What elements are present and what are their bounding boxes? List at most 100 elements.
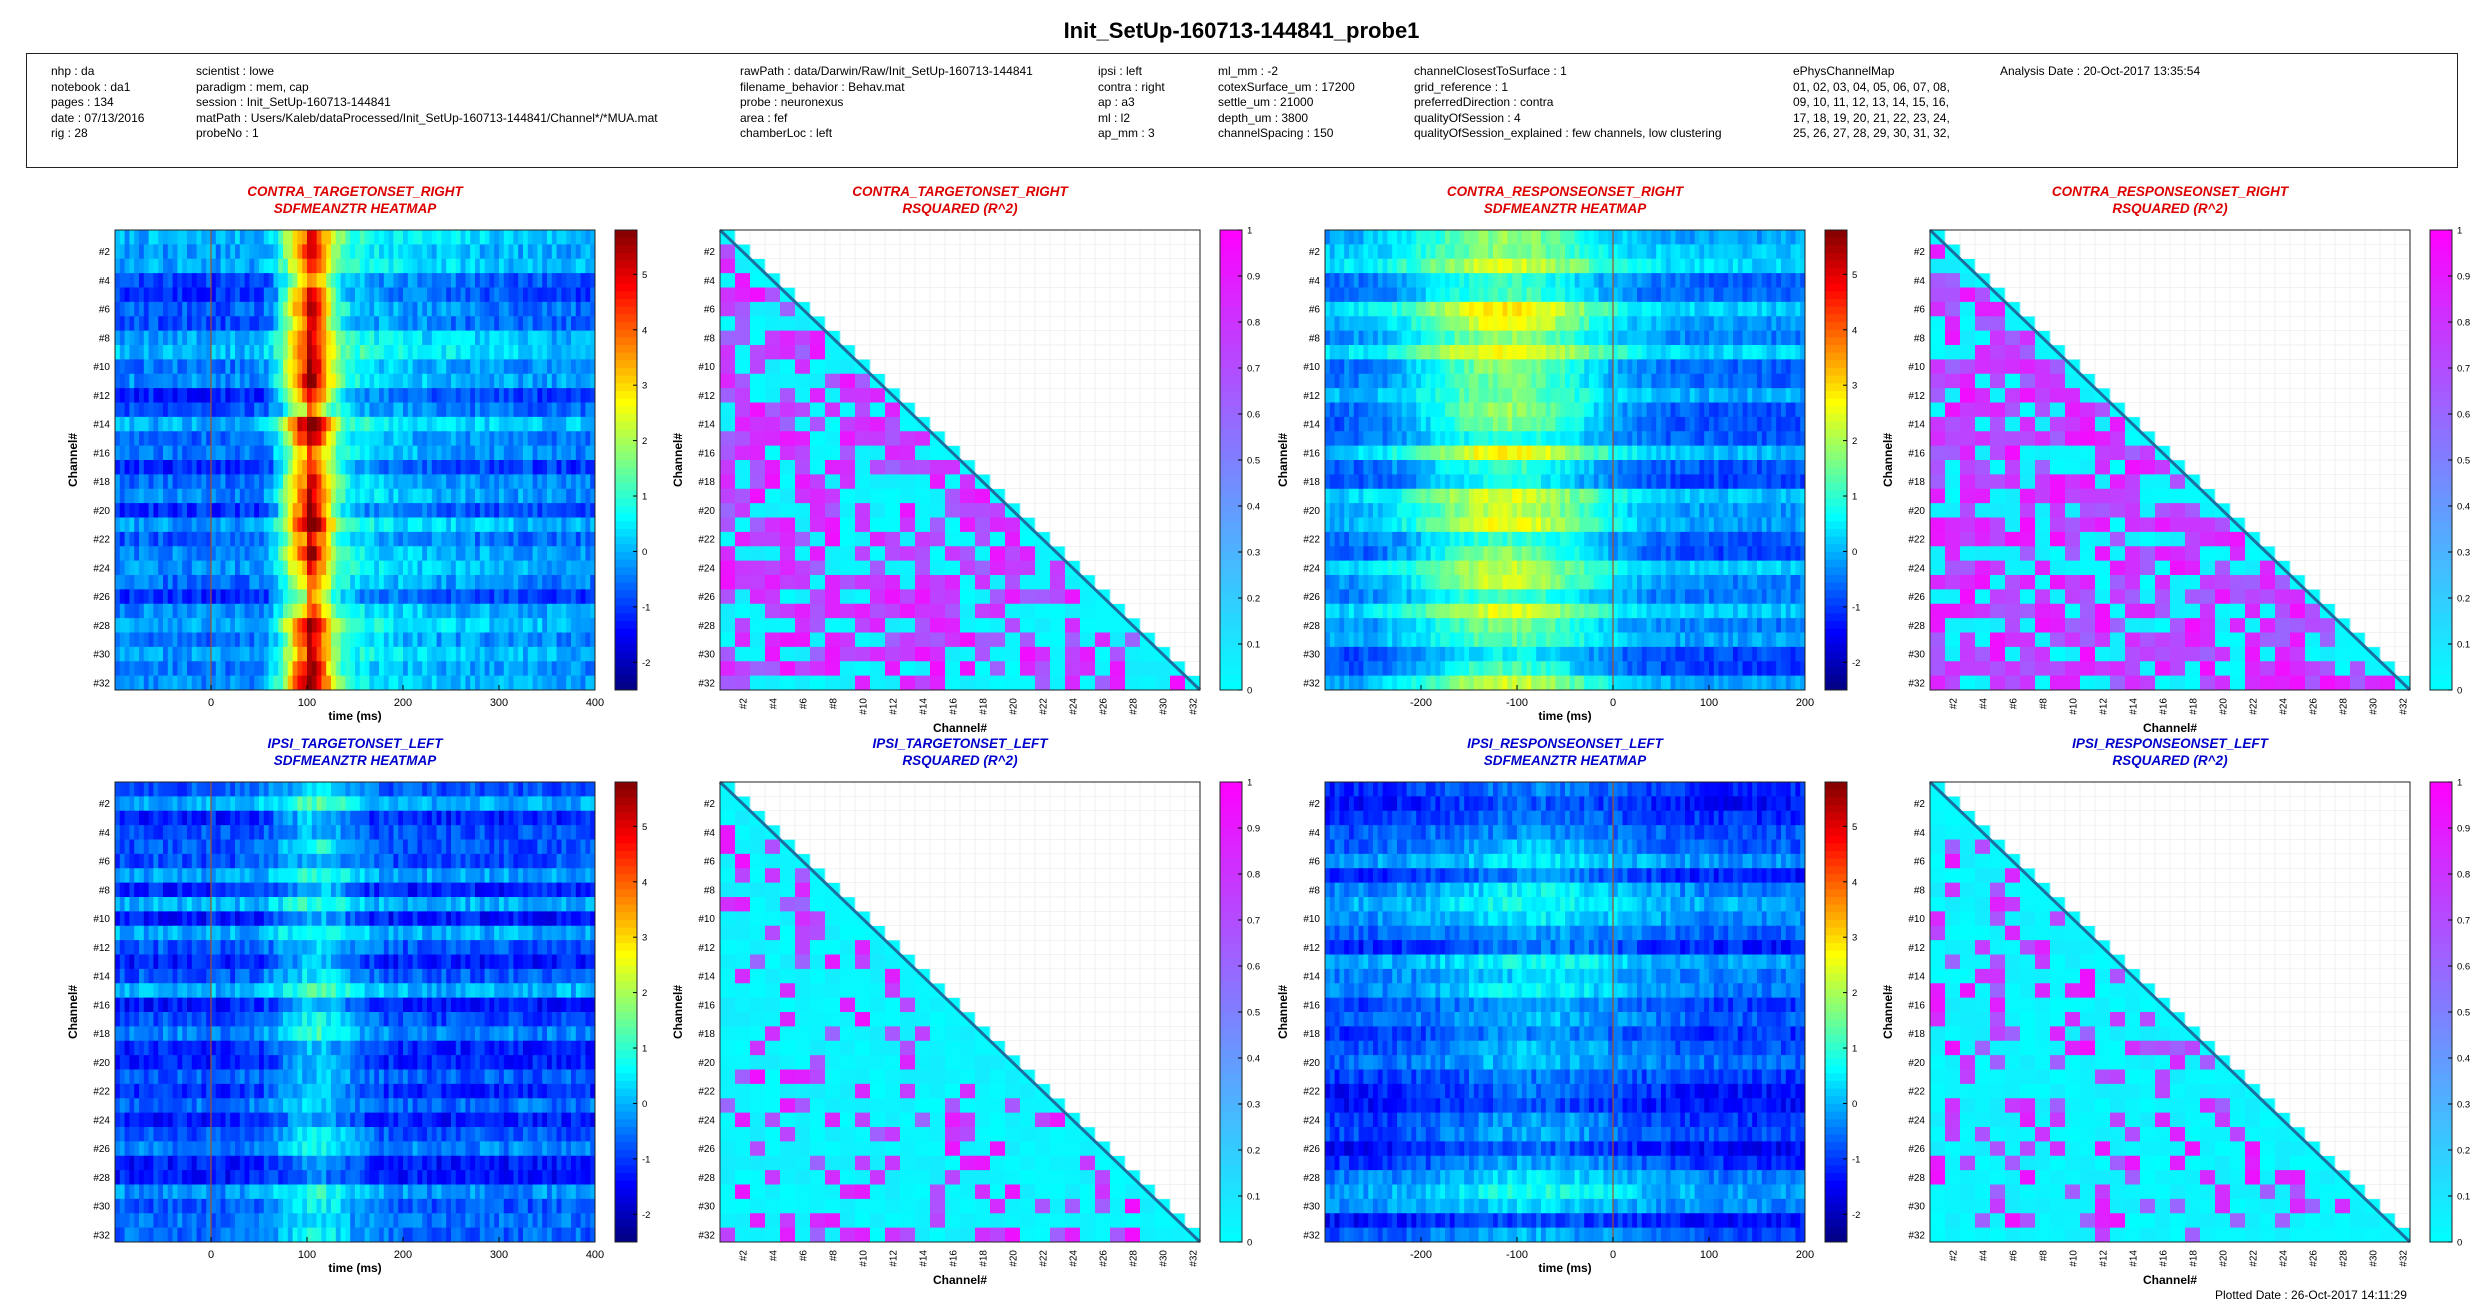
rsq-cell: [750, 373, 766, 389]
heat-cell: [187, 632, 193, 648]
heat-cell: [287, 474, 294, 490]
rsq-cell: [945, 560, 961, 576]
heat-cell: [537, 330, 543, 346]
heat-cell: [177, 488, 183, 504]
heat-cell: [134, 632, 140, 648]
rsq-cell: [735, 445, 751, 461]
heat-cell: [359, 373, 366, 389]
heat-cell: [1550, 316, 1556, 332]
heat-cell: [326, 488, 332, 504]
info-cortex-surface: cotexSurface_um : 17200: [1218, 79, 1355, 94]
heat-cell: [527, 330, 534, 346]
heat-cell: [585, 230, 591, 245]
colorbar-tick-label: 4: [642, 325, 647, 336]
heat-cell: [503, 431, 510, 447]
heat-cell: [287, 575, 294, 590]
heat-cell: [191, 431, 198, 447]
heat-cell: [446, 273, 452, 288]
heat-cell: [1771, 258, 1777, 274]
heat-cell: [163, 517, 169, 533]
heat-cell: [1709, 345, 1715, 360]
heat-cell: [379, 301, 385, 317]
colorbar-cell: [1220, 460, 1242, 469]
rsq-cell: [900, 445, 916, 461]
heat-cell: [1589, 316, 1595, 332]
heat-cell: [532, 258, 538, 274]
heat-cell: [124, 445, 130, 461]
colorbar-cell: [615, 429, 637, 438]
colorbar-cell: [1220, 605, 1242, 614]
heat-cell: [1560, 330, 1566, 346]
heat-cell: [249, 373, 255, 389]
heat-cell: [1416, 273, 1422, 288]
heat-cell: [527, 575, 534, 590]
heat-cell: [1661, 316, 1667, 332]
heat-cell: [187, 373, 193, 389]
heat-cell: [316, 258, 322, 274]
heat-cell: [350, 258, 356, 274]
heat-cell: [187, 316, 193, 332]
rsq-cell: [1125, 632, 1141, 648]
heat-cell: [311, 287, 318, 303]
heat-cell: [446, 316, 452, 332]
heat-cell: [547, 531, 553, 547]
heat-cell: [287, 560, 294, 576]
heat-cell: [364, 388, 370, 403]
rsq-cell: [780, 330, 796, 346]
heat-cell: [211, 517, 217, 533]
heat-cell: [479, 258, 486, 274]
heat-cell: [532, 388, 538, 403]
heat-cell: [1454, 230, 1460, 245]
heat-cell: [518, 431, 524, 447]
rsq-cell: [915, 431, 931, 447]
heat-cell: [302, 632, 308, 648]
rsq-cell: [795, 402, 811, 418]
heat-cell: [580, 330, 586, 346]
heat-cell: [374, 460, 380, 475]
heat-cell: [1713, 316, 1720, 332]
heat-cell: [451, 416, 457, 432]
heat-cell: [403, 488, 409, 504]
heat-cell: [335, 273, 342, 288]
heat-cell: [326, 287, 332, 303]
heat-cell: [340, 230, 346, 245]
heat-cell: [249, 503, 255, 518]
heat-cell: [1598, 273, 1604, 288]
heat-cell: [393, 503, 399, 518]
heat-cell: [115, 575, 121, 590]
heat-cell: [259, 661, 265, 677]
heat-cell: [451, 488, 457, 504]
heat-cell: [470, 618, 476, 633]
rsq-cell: [735, 273, 751, 288]
heat-cell: [129, 373, 135, 389]
heat-cell: [1425, 258, 1432, 274]
heat-cell: [1656, 345, 1662, 360]
heat-cell: [335, 258, 342, 274]
heat-cell: [129, 244, 135, 260]
heat-cell: [1353, 316, 1360, 332]
heat-cell: [431, 517, 438, 533]
heat-cell: [537, 661, 543, 677]
heat-cell: [1752, 287, 1758, 303]
heat-cell: [1560, 273, 1566, 288]
heat-cell: [1382, 287, 1388, 303]
heat-cell: [143, 388, 150, 403]
heat-cell: [283, 632, 289, 648]
heat-cell: [1589, 273, 1595, 288]
colorbar-tick-label: 0.5: [1247, 456, 1260, 467]
colorbar-cell: [615, 567, 637, 576]
heat-cell: [383, 560, 390, 576]
heat-cell: [422, 546, 428, 562]
heat-cell: [427, 445, 433, 461]
heat-cell: [1560, 258, 1566, 274]
heat-cell: [273, 575, 279, 590]
heat-cell: [292, 646, 298, 662]
rsq-cell: [885, 589, 901, 605]
heat-cell: [196, 445, 202, 461]
heat-cell: [187, 603, 193, 619]
heat-cell: [523, 646, 529, 662]
heat-cell: [235, 287, 241, 303]
heat-cell: [1411, 316, 1417, 332]
heat-cell: [470, 230, 476, 245]
heat-cell: [311, 416, 318, 432]
